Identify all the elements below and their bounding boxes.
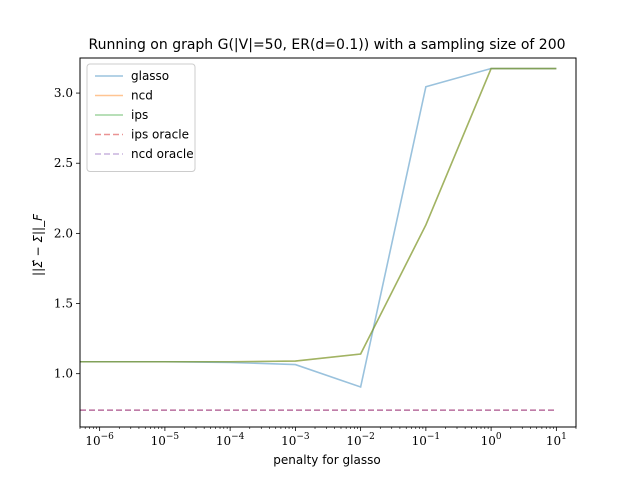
series-line-ncd: [80, 67, 557, 363]
x-axis-label: penalty for glasso: [273, 453, 380, 467]
y-axis: 1.0 1.5 2.0 2.5 3.0: [54, 86, 80, 381]
y-tick-label: 1.5: [54, 297, 73, 311]
legend-label: ncd: [131, 89, 153, 103]
x-tick-label: 10−6: [85, 432, 114, 448]
legend-label: ips: [131, 108, 148, 122]
x-tick-label: 100: [481, 432, 502, 448]
y-tick-label: 2.5: [54, 156, 73, 170]
y-tick-label: 3.0: [54, 86, 73, 100]
y-tick-label: 2.0: [54, 226, 73, 240]
legend-label: ips oracle: [131, 128, 189, 142]
y-axis-label: ||Σ̂ − Σ||_F: [31, 213, 45, 276]
x-tick-label: 10−5: [151, 432, 180, 448]
plot-lines: [80, 67, 557, 411]
x-tick-label: 10−1: [412, 432, 441, 448]
x-tick-label: 10−2: [346, 432, 375, 448]
series-line-glasso: [80, 67, 557, 389]
x-axis: 10−6 10−5 10−4 10−3 10−2 10−1 100 101: [79, 427, 577, 448]
legend: glasso ncd ips ips oracle ncd oracle: [86, 63, 196, 172]
series-line-ips: [80, 67, 557, 363]
legend-label: ncd oracle: [131, 147, 194, 161]
legend-label: glasso: [131, 69, 169, 83]
y-tick-label: 1.0: [54, 367, 73, 381]
legend-box: [86, 63, 196, 172]
x-tick-label: 10−4: [216, 432, 245, 448]
chart-title: Running on graph G(|V|=50, ER(d=0.1)) wi…: [88, 37, 565, 53]
x-tick-label: 10−3: [281, 432, 310, 448]
x-tick-label: 101: [546, 432, 567, 448]
plot-frame: [79, 57, 577, 428]
